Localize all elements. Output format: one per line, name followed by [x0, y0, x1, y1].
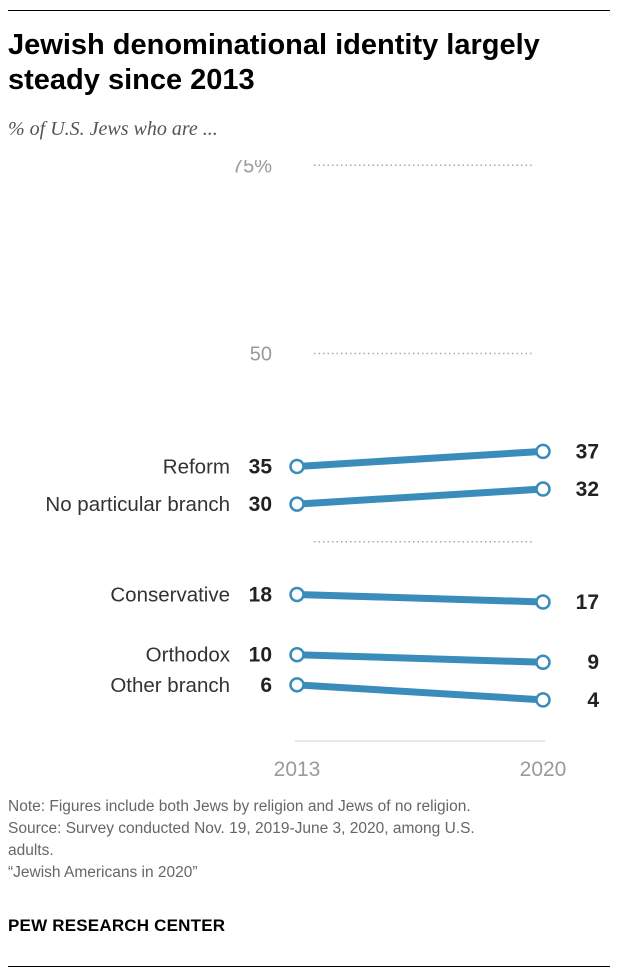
- series-name-conservative: Conservative: [110, 583, 230, 606]
- point-orthodox-2020: [535, 654, 551, 670]
- y-tick-label-1: 50: [250, 344, 272, 366]
- series-line-no-particular-branch: [296, 485, 544, 508]
- data-label-other-branch-2020: 4: [587, 689, 599, 712]
- point-other-branch-2013: [289, 677, 305, 693]
- grid-layer: 75% 50: [232, 160, 545, 742]
- bottom-rule: [8, 966, 610, 967]
- slope-chart: 75% 50 Reform 35 37 No particular branch 30 32…: [45, 160, 599, 781]
- notes-block: Note: Figures include both Jews by relig…: [8, 796, 618, 884]
- note-text: Note: Figures include both Jews by relig…: [8, 798, 471, 815]
- data-label-reform-2013: 35: [249, 455, 273, 478]
- series-line-conservative: [296, 590, 544, 606]
- series-other-branch: Other branch 6 4: [110, 674, 599, 712]
- series-conservative: Conservative 18 17: [110, 583, 599, 614]
- point-no-particular-branch-2013: [289, 496, 305, 512]
- organization-name: PEW RESEARCH CENTER: [8, 916, 226, 935]
- data-label-orthodox-2020: 9: [587, 651, 599, 674]
- data-label-conservative-2020: 17: [576, 591, 599, 614]
- x-tick-label-2013: 2013: [274, 758, 321, 781]
- point-no-particular-branch-2020: [535, 481, 551, 497]
- series-line-other-branch: [296, 681, 544, 704]
- data-label-reform-2020: 37: [576, 440, 599, 463]
- series-line-orthodox: [296, 651, 544, 666]
- data-label-other-branch-2013: 6: [260, 674, 272, 697]
- data-label-orthodox-2013: 10: [249, 644, 272, 667]
- report-title: “Jewish Americans in 2020”: [8, 864, 198, 881]
- point-conservative-2020: [535, 594, 551, 610]
- source-text: Source: Survey conducted Nov. 19, 2019-J…: [8, 820, 475, 837]
- series-reform: Reform 35 37: [163, 440, 599, 478]
- point-reform-2020: [535, 443, 551, 460]
- x-tick-label-2020: 2020: [520, 758, 567, 781]
- series-line-reform: [296, 447, 544, 470]
- data-label-no-particular-branch-2020: 32: [576, 478, 599, 501]
- series-name-other-branch: Other branch: [110, 674, 230, 697]
- series-name-orthodox: Orthodox: [146, 644, 231, 667]
- point-other-branch-2020: [535, 692, 551, 708]
- source-text-cont: adults.: [8, 842, 54, 859]
- data-label-conservative-2013: 18: [249, 583, 273, 606]
- data-label-no-particular-branch-2013: 30: [249, 493, 272, 516]
- series-no-particular-branch: No particular branch 30 32: [45, 478, 599, 516]
- chart-title: Jewish denominational identity largely s…: [8, 29, 540, 96]
- point-reform-2013: [289, 458, 305, 475]
- point-conservative-2013: [289, 586, 305, 603]
- top-rule: [8, 10, 610, 11]
- y-tick-label-0: 75%: [232, 160, 272, 177]
- series-orthodox: Orthodox 10 9: [146, 644, 599, 675]
- x-axis: 2013 2020: [274, 758, 567, 781]
- point-orthodox-2013: [289, 646, 305, 663]
- series-layer: Reform 35 37 No particular branch 30 32 Conser…: [45, 440, 599, 711]
- chart-subtitle: % of U.S. Jews who are ...: [8, 118, 218, 140]
- series-name-reform: Reform: [163, 455, 230, 478]
- series-name-no-particular-branch: No particular branch: [45, 493, 230, 516]
